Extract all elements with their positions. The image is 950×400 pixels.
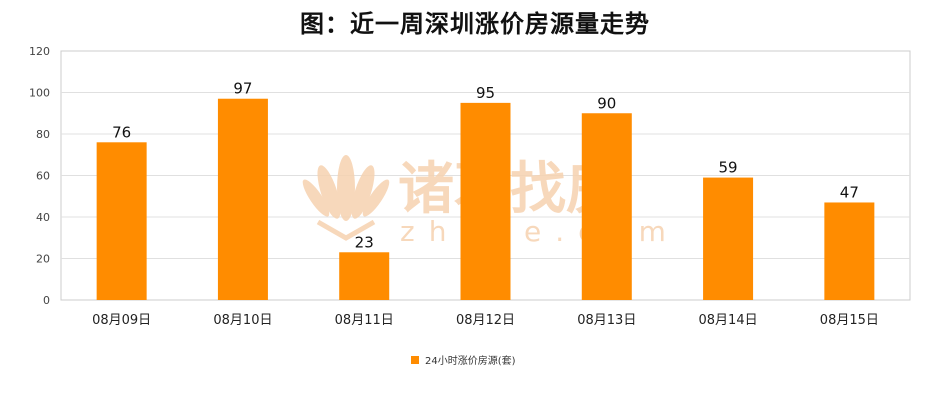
- watermark-logo-icon: [302, 155, 390, 241]
- bar-series: [96, 98, 875, 300]
- y-axis-ticks: 0 20 40 60 80 100 120: [29, 45, 50, 307]
- data-label: 59: [719, 159, 738, 177]
- data-label: 47: [840, 183, 859, 201]
- bar: [96, 142, 147, 300]
- x-category-label: 08月10日: [213, 313, 272, 328]
- x-category-label: 08月15日: [820, 313, 879, 328]
- data-label: 76: [112, 123, 131, 141]
- bar: [824, 202, 875, 300]
- bar: [339, 252, 390, 300]
- y-tick-label: 100: [29, 87, 50, 100]
- legend-label: 24小时涨价房源(套): [425, 354, 516, 367]
- legend: 24小时涨价房源(套): [411, 354, 516, 367]
- y-tick-label: 120: [29, 45, 50, 58]
- data-labels: 76 97 23 95 90 59 47: [112, 80, 859, 252]
- bar: [581, 113, 632, 300]
- y-tick-label: 20: [36, 253, 50, 266]
- bar: [460, 102, 511, 300]
- data-label: 95: [476, 84, 495, 102]
- x-category-label: 08月09日: [92, 313, 151, 328]
- data-label: 90: [597, 94, 616, 112]
- data-label: 23: [355, 233, 374, 251]
- x-category-label: 08月12日: [456, 313, 515, 328]
- data-label: 97: [233, 80, 252, 98]
- x-axis-categories: 08月09日 08月10日 08月11日 08月12日 08月13日 08月14日 08月1…: [92, 313, 879, 328]
- x-category-label: 08月11日: [335, 313, 394, 328]
- x-category-label: 08月13日: [577, 313, 636, 328]
- y-tick-label: 60: [36, 170, 50, 183]
- bar: [217, 98, 268, 300]
- watermark-url: zhuge.com: [400, 215, 680, 248]
- legend-swatch: [411, 356, 419, 364]
- y-tick-label: 40: [36, 211, 50, 224]
- bar: [703, 177, 754, 300]
- y-tick-label: 0: [43, 294, 50, 307]
- chart-title: 图：近一周深圳涨价房源量走势: [300, 10, 650, 38]
- y-tick-label: 80: [36, 128, 50, 141]
- x-category-label: 08月14日: [699, 313, 758, 328]
